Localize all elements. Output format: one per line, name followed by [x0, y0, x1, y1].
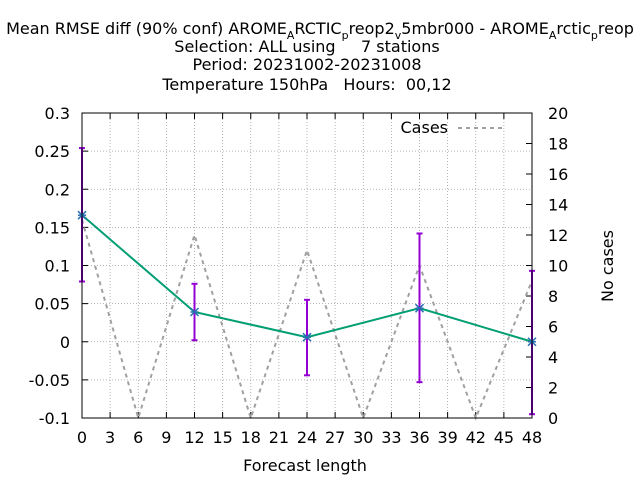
- y2-tick-label: 10: [548, 257, 568, 276]
- x-tick-label: 39: [437, 428, 457, 447]
- chart-title-line1: Mean RMSE diff (90% conf) AROMEARCTICpre…: [6, 19, 634, 42]
- chart-title-line2: Selection: ALL using 7 stations: [174, 37, 439, 56]
- title-part: RCTIC: [294, 19, 341, 38]
- y2-tick-label: 6: [548, 318, 558, 337]
- y2-tick-label: 2: [548, 379, 558, 398]
- y2-tick-label: 20: [548, 104, 568, 123]
- y-tick-label: -0.05: [29, 371, 70, 390]
- ticks: 0 3 6 9 12 15 18 21 24 27 30 33 36 39 42 45 48-0.1-0.050…: [29, 104, 569, 447]
- x-tick-label: 48: [522, 428, 542, 447]
- y-tick-label: 0: [60, 333, 70, 352]
- plot-border: [81, 112, 533, 419]
- y2-tick-label: 16: [548, 165, 568, 184]
- x-tick-label: 9: [161, 428, 171, 447]
- y2-axis-label: No cases: [598, 230, 617, 302]
- x-tick-label: 0: [77, 428, 87, 447]
- y2-tick-label: 8: [548, 287, 558, 306]
- x-tick-label: 30: [353, 428, 373, 447]
- y2-tick-label: 0: [548, 409, 558, 428]
- chart-title-line3: Period: 20231002-20231008: [192, 55, 421, 74]
- y2-tick-label: 14: [548, 196, 568, 215]
- chart-title-line4: Temperature 150hPa Hours: 00,12: [161, 75, 451, 94]
- y-tick-label: 0.1: [45, 257, 70, 276]
- x-tick-label: 21: [269, 428, 289, 447]
- title-sub: v: [395, 29, 402, 42]
- title-sub: p: [342, 29, 349, 42]
- title-sub: A: [287, 29, 295, 42]
- x-tick-label: 12: [184, 428, 204, 447]
- x-tick-label: 3: [105, 428, 115, 447]
- x-tick-label: 24: [297, 428, 317, 447]
- legend: Cases: [401, 118, 506, 137]
- x-tick-label: 6: [133, 428, 143, 447]
- y2-tick-label: 4: [548, 348, 558, 367]
- y-tick-label: 0.15: [34, 218, 70, 237]
- y-tick-label: 0.05: [34, 295, 70, 314]
- x-tick-label: 15: [212, 428, 232, 447]
- title-part: reop: [598, 19, 634, 38]
- x-tick-label: 45: [494, 428, 514, 447]
- title-part: Mean RMSE diff (90% conf) AROME: [6, 19, 287, 38]
- title-part: rctic: [556, 19, 591, 38]
- y-tick-label: 0.3: [45, 104, 70, 123]
- y2-tick-label: 12: [548, 226, 568, 245]
- x-tick-label: 18: [241, 428, 261, 447]
- x-tick-label: 27: [325, 428, 345, 447]
- y-tick-label: 0.2: [45, 180, 70, 199]
- legend-label-cases: Cases: [401, 118, 449, 137]
- y-tick-label: 0.25: [34, 142, 70, 161]
- title-part: 5mbr000 - AROME: [401, 19, 549, 38]
- rmse-diff-point: [302, 332, 312, 342]
- x-tick-label: 36: [409, 428, 429, 447]
- x-tick-label: 33: [381, 428, 401, 447]
- x-tick-label: 42: [466, 428, 486, 447]
- rmse-diff-point: [414, 303, 425, 313]
- x-axis-label: Forecast length: [243, 456, 367, 475]
- title-sub: p: [591, 29, 598, 42]
- rmse-diff-point: [189, 307, 200, 317]
- y-tick-label: -0.1: [39, 409, 70, 428]
- title-part: reop2: [349, 19, 395, 38]
- title-sub: A: [549, 29, 557, 42]
- y2-tick-label: 18: [548, 135, 568, 154]
